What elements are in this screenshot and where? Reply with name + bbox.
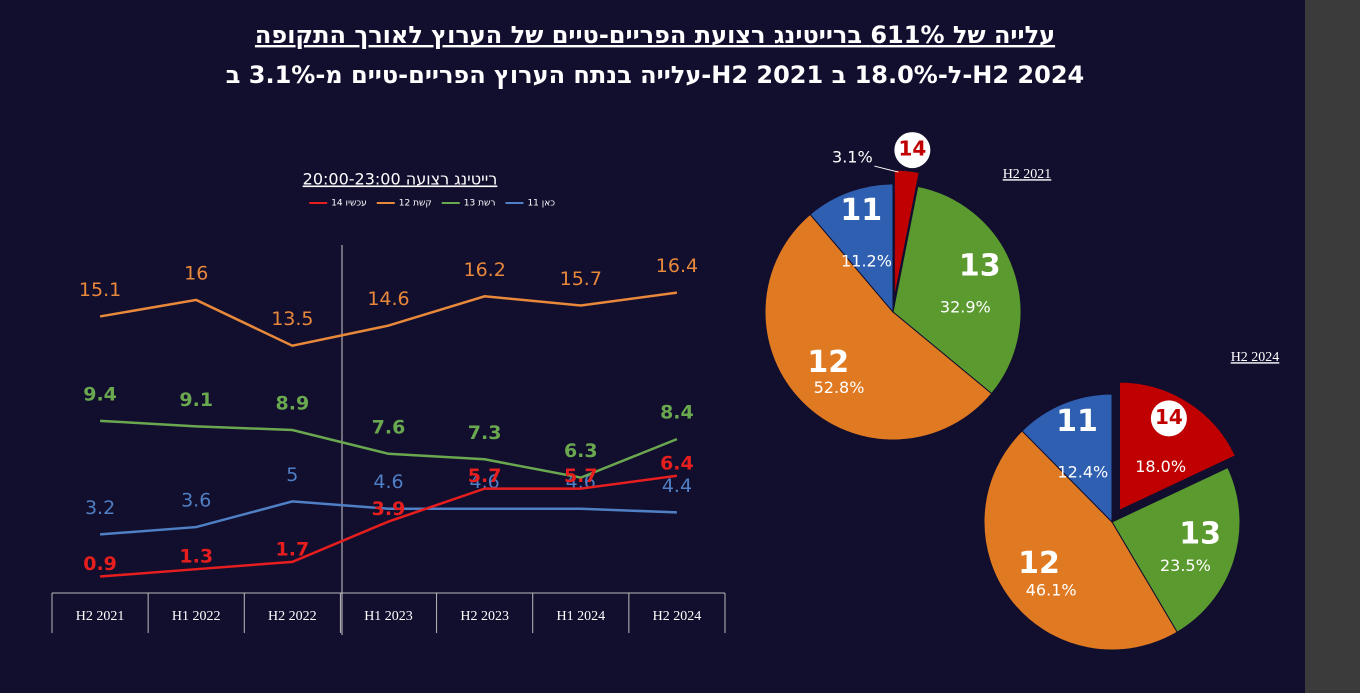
pie-slice	[1111, 466, 1241, 633]
series-line	[99, 500, 677, 536]
data-label: 16	[184, 262, 208, 284]
channel-logo: 14	[1155, 405, 1183, 429]
chart-title: רייטינג רצועה 20:00-23:00	[303, 170, 498, 189]
data-label: 15.7	[560, 268, 602, 290]
data-label: 1.7	[276, 538, 310, 560]
slice-label: 3.1%	[832, 148, 873, 167]
data-label: 0.9	[83, 553, 117, 575]
data-label: 15.1	[79, 279, 121, 301]
logo-circle	[1150, 400, 1187, 437]
slice-label: 52.8%	[814, 378, 865, 397]
x-tick-label: H2 2021	[76, 609, 125, 624]
data-label: 9.1	[179, 389, 213, 411]
data-label: 16.4	[656, 255, 698, 277]
channel-logo: 12	[1018, 546, 1060, 581]
pie-title: H2 2024	[1231, 350, 1280, 365]
legend-label: כאן 11	[527, 199, 555, 209]
slice-label: 46.1%	[1026, 580, 1077, 599]
side-strip	[1305, 0, 1360, 693]
x-tick-label: H2 2022	[268, 609, 317, 624]
legend-label: עכשיו 14	[331, 199, 367, 209]
data-label: 8.9	[276, 392, 310, 414]
channel-logo: 14	[898, 137, 926, 161]
data-label: 7.6	[372, 416, 406, 438]
slice-label: 23.5%	[1160, 556, 1211, 575]
data-label: 1.3	[179, 546, 213, 568]
data-label: 5.7	[468, 465, 502, 487]
data-label: 14.6	[367, 288, 409, 310]
data-label: 5	[286, 464, 298, 486]
data-label: 16.2	[463, 259, 505, 281]
slide-title: עלייה של 611% ברייטינג רצועת הפריים-טיים…	[255, 21, 1055, 49]
data-label: 5.7	[564, 465, 598, 487]
slice-label: 11.2%	[841, 251, 892, 270]
channel-logo: 12	[807, 345, 849, 380]
data-label: 3.9	[372, 498, 406, 520]
charts: רייטינג רצועה 20:00-23:00 H2 2021 H1 2022 H…	[51, 132, 1280, 651]
data-label: 7.3	[468, 422, 502, 444]
pie-title: H2 2021	[1003, 167, 1052, 182]
pie-slice	[893, 169, 920, 299]
data-label: 9.4	[83, 383, 117, 405]
series-line	[99, 474, 678, 578]
legend-label: קשת 12	[399, 199, 432, 209]
slice-label: 32.9%	[940, 298, 991, 317]
slice-label: 12.4%	[1057, 462, 1108, 481]
x-tick-label: H2 2023	[460, 609, 509, 624]
legend-label: רשת 13	[464, 199, 496, 209]
slide-subtitle: עלייה בנתח הערוץ הפריים-טיים מ-3.1% ב-H2…	[226, 61, 1084, 89]
series-line	[99, 419, 678, 479]
x-tick-label: H1 2023	[364, 609, 413, 624]
pie-slice	[892, 185, 1022, 395]
pie-slice	[764, 213, 993, 441]
pie-slice	[1021, 393, 1113, 524]
pie-slice	[809, 183, 894, 314]
data-label: 8.4	[660, 402, 694, 424]
data-label: 4.6	[373, 471, 403, 493]
data-label: 6.4	[660, 452, 694, 474]
channel-logo: 13	[1179, 517, 1221, 552]
data-label: 3.2	[85, 497, 115, 519]
data-label: 13.5	[271, 308, 313, 330]
channel-logo: 13	[959, 249, 1001, 284]
channel-logo: 11	[840, 193, 882, 228]
pie-slice	[983, 430, 1178, 651]
series-line	[99, 291, 678, 348]
logo-circle	[894, 132, 931, 169]
slice-label: 18.0%	[1135, 457, 1186, 476]
x-tick-label: H1 2022	[172, 609, 221, 624]
data-label: 4.4	[662, 475, 692, 497]
channel-logo: 11	[1056, 404, 1098, 439]
pie-slice	[1119, 381, 1236, 511]
data-label: 6.3	[564, 440, 598, 462]
data-label: 3.6	[181, 490, 211, 512]
leader-line	[874, 165, 899, 173]
x-tick-label: H1 2024	[556, 609, 605, 624]
x-tick-label: H2 2024	[653, 609, 702, 624]
